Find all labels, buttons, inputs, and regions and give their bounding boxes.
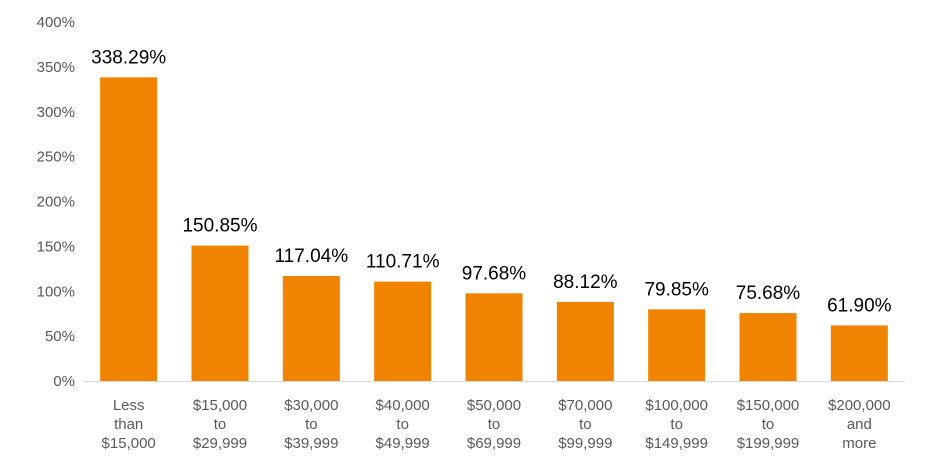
category-label: $40,000 (376, 397, 430, 414)
category-label: $69,999 (467, 435, 521, 452)
category-label: $50,000 (467, 397, 521, 414)
bars (100, 77, 888, 381)
category-label: to (214, 416, 227, 433)
category-label: to (396, 416, 409, 433)
category-label: $49,999 (376, 435, 430, 452)
category-label: than (114, 416, 143, 433)
category-label: $149,999 (645, 435, 708, 452)
y-tick-label: 400% (37, 14, 75, 31)
data-label: 338.29% (91, 47, 166, 68)
category-label: $199,999 (737, 435, 800, 452)
bar (374, 281, 432, 381)
category-label: to (579, 416, 592, 433)
y-axis-tick-labels: 0% 50% 100% 150% 200% 250% 300% 350% 400% (37, 14, 75, 390)
category-label: more (842, 435, 876, 452)
bar (648, 309, 706, 381)
bar (100, 77, 158, 381)
bar (465, 293, 523, 381)
data-label: 110.71% (366, 252, 440, 273)
bar (191, 245, 249, 381)
bar (830, 325, 888, 381)
y-tick-label: 50% (45, 328, 75, 345)
category-label: to (670, 416, 683, 433)
bar (739, 313, 797, 381)
category-label: and (847, 416, 872, 433)
category-label: $99,999 (558, 435, 612, 452)
data-label: 75.68% (736, 283, 801, 304)
category-label: $39,999 (284, 435, 338, 452)
y-tick-label: 200% (37, 194, 75, 211)
category-label: Less (113, 397, 145, 414)
y-tick-label: 350% (37, 59, 75, 76)
category-labels: Less than $15,000 $15,000 to $29,999 $30,000 to… (102, 397, 891, 452)
category-label: $200,000 (828, 397, 891, 414)
data-label: 61.90% (827, 295, 892, 316)
category-label: $15,000 (102, 435, 156, 452)
y-tick-label: 0% (53, 373, 75, 390)
y-tick-label: 250% (37, 149, 75, 166)
category-label: $15,000 (193, 397, 247, 414)
category-label: $29,999 (193, 435, 247, 452)
y-tick-label: 150% (37, 238, 75, 255)
data-label: 150.85% (182, 216, 257, 237)
data-label: 88.12% (553, 272, 618, 293)
category-label: $30,000 (284, 397, 338, 414)
data-label: 117.04% (275, 246, 349, 267)
category-label: to (488, 416, 501, 433)
category-label: to (762, 416, 775, 433)
bar (556, 301, 614, 381)
category-label: $70,000 (558, 397, 612, 414)
y-tick-label: 300% (37, 104, 75, 121)
data-labels: 338.29% 150.85% 117.04% 110.71% 97.68% 88.12%… (91, 47, 891, 316)
category-label: $150,000 (737, 397, 800, 414)
y-tick-label: 100% (37, 283, 75, 300)
category-label: $100,000 (645, 397, 708, 414)
category-label: to (305, 416, 318, 433)
data-label: 97.68% (462, 263, 527, 284)
data-label: 79.85% (644, 279, 709, 300)
bar (282, 275, 340, 381)
